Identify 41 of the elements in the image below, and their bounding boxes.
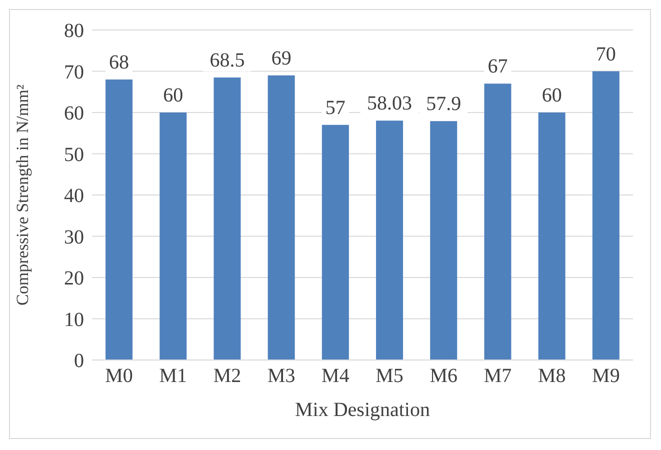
data-label: 68.5	[210, 49, 245, 72]
data-label: 57.9	[426, 93, 462, 116]
y-tick-label: 50	[64, 144, 84, 166]
x-tick-label: M6	[430, 365, 458, 388]
x-tick-label: M1	[159, 365, 188, 388]
data-label: 68	[109, 52, 130, 74]
data-label: 70	[596, 43, 616, 66]
y-tick-label: 0	[74, 350, 84, 372]
bar	[268, 75, 295, 360]
x-tick-label: M8	[538, 365, 566, 388]
y-tick-label: 30	[64, 226, 84, 248]
y-tick-label: 20	[64, 268, 84, 290]
bar	[484, 84, 512, 360]
bar	[592, 71, 620, 360]
y-tick-label: 40	[64, 185, 84, 208]
x-tick-label: M0	[105, 365, 133, 388]
data-label: 57	[325, 96, 346, 119]
data-label: 60	[542, 84, 562, 106]
bar	[214, 77, 241, 360]
y-tick-label: 80	[64, 20, 84, 42]
y-tick-label: 60	[64, 102, 84, 125]
bar	[430, 121, 458, 360]
data-label: 69	[271, 47, 292, 70]
x-axis-title: Mix Designation	[295, 399, 430, 421]
bar	[322, 124, 349, 360]
x-tick-label: M9	[592, 365, 620, 388]
bar	[376, 120, 404, 360]
x-tick-label: M7	[484, 365, 512, 388]
y-tick-label: 10	[64, 308, 84, 331]
bar	[538, 112, 566, 360]
y-axis-title: Compressive Strength in N/mm²	[13, 84, 32, 306]
y-tick-label: 70	[64, 61, 84, 84]
data-label: 67	[488, 56, 508, 78]
x-tick-label: M5	[376, 365, 404, 388]
data-label: 60	[163, 84, 184, 106]
x-tick-label: M3	[267, 365, 296, 388]
bar	[106, 80, 133, 360]
x-tick-label: M2	[213, 365, 242, 388]
data-label: 58.03	[367, 92, 412, 115]
x-tick-label: M4	[322, 365, 350, 388]
bar	[160, 112, 187, 360]
